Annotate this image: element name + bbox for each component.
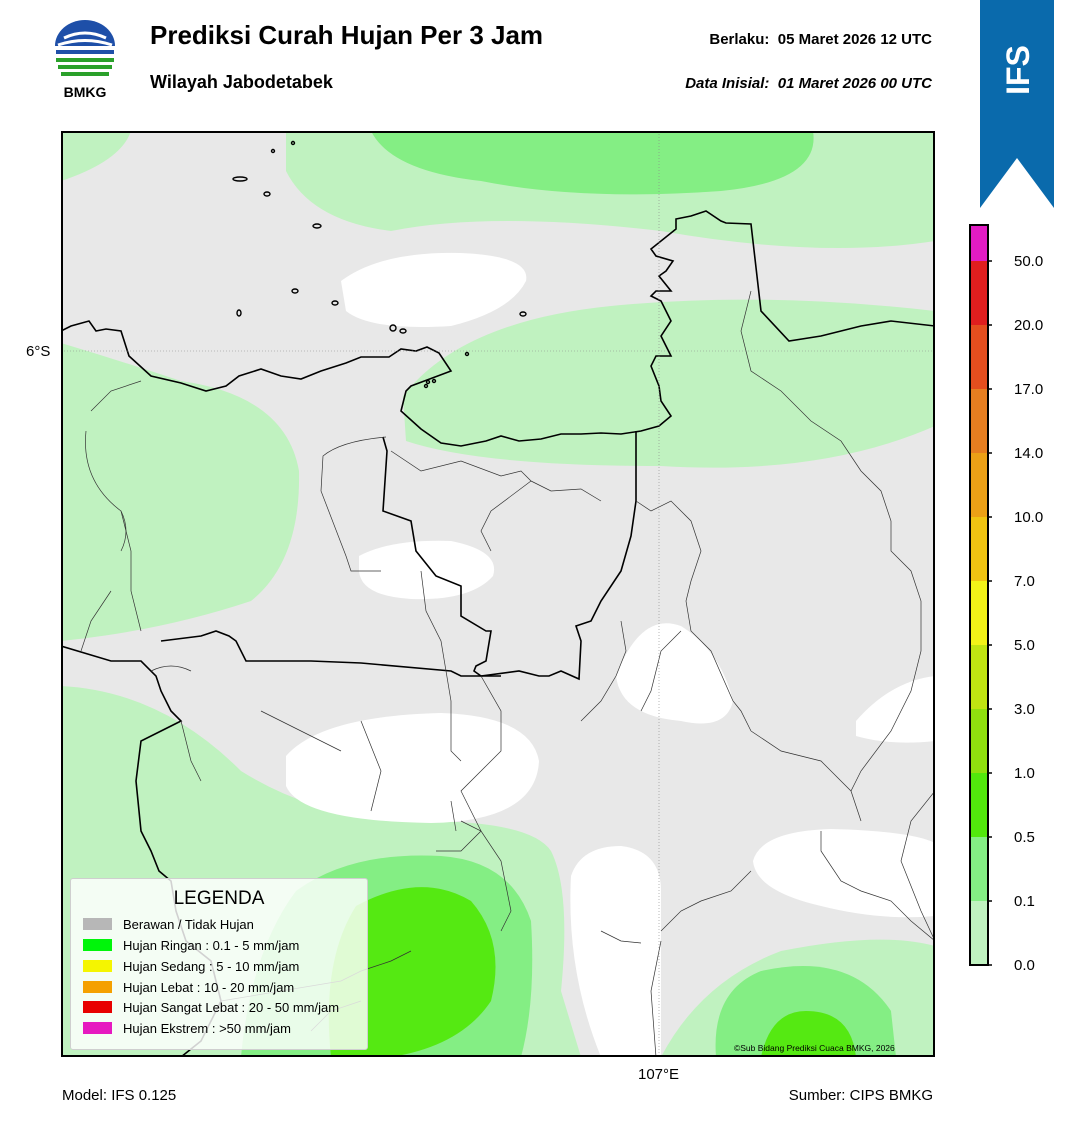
bmkg-logo: BMKG (52, 20, 118, 102)
legend-swatch-light-rain (83, 939, 112, 951)
colorbar-label: 50.0 (1014, 253, 1044, 270)
legend-label: Hujan Ekstrem : >50 mm/jam (123, 1020, 291, 1036)
colorbar-label: 7.0 (1014, 573, 1035, 590)
valid-value: 05 Maret 2026 12 UTC (777, 31, 932, 48)
legend-label: Hujan Sangat Lebat : 20 - 50 mm/jam (123, 999, 340, 1015)
legend-item: Hujan Sedang : 5 - 10 mm/jam (83, 956, 299, 976)
longitude-tick-label: 107°E (638, 1066, 680, 1083)
page-title: Prediksi Curah Hujan Per 3 Jam (150, 20, 544, 50)
copyright-text: ©Sub Bidang Prediksi Cuaca BMKG, 2026 (734, 1043, 895, 1053)
page-subtitle: Wilayah Jabodetabek (150, 72, 333, 92)
colorbar-label: 14.0 (1014, 445, 1044, 462)
colorbar-scale (969, 224, 994, 966)
valid-time: Berlaku: 05 Maret 2026 12 UTC (709, 31, 932, 48)
colorbar-label: 17.0 (1014, 381, 1044, 398)
legend-swatch-very-heavy-rain (83, 1001, 112, 1013)
init-value: 01 Maret 2026 00 UTC (777, 75, 932, 92)
legend-swatch-moderate-rain (83, 960, 112, 972)
legend-swatch-heavy-rain (83, 981, 112, 993)
logo-text: BMKG (63, 84, 107, 100)
legend-item: Hujan Ekstrem : >50 mm/jam (83, 1018, 291, 1038)
colorbar-label: 1.0 (1014, 765, 1035, 782)
district-borders (80, 290, 935, 1057)
source-info: Sumber: CIPS BMKG (788, 1087, 933, 1104)
colorbar-label: 0.5 (1014, 829, 1035, 846)
colorbar-label: 0.0 (1014, 957, 1035, 974)
latitude-tick-label: 6°S (26, 343, 51, 360)
colorbar (968, 223, 994, 967)
legend-label: Hujan Sedang : 5 - 10 mm/jam (123, 958, 300, 974)
graticule (61, 131, 935, 1057)
legend-swatch-extreme-rain (83, 1022, 112, 1034)
legend-label: Hujan Lebat : 10 - 20 mm/jam (123, 979, 295, 995)
colorbar-label: 0.1 (1014, 893, 1035, 910)
model-badge-shape (980, 0, 1054, 208)
model-badge: IFS (980, 0, 1054, 208)
model-badge-text: IFS (1000, 45, 1036, 95)
valid-label: Berlaku: (709, 31, 770, 48)
map-border (61, 131, 935, 1057)
init-label: Data Inisial: (685, 75, 770, 92)
legend-item: Berawan / Tidak Hujan (83, 914, 254, 934)
rain-1-3-zones (328, 887, 856, 1057)
legend: LEGENDA Berawan / Tidak Hujan Hujan Ring… (70, 878, 368, 1050)
legend-label: Berawan / Tidak Hujan (123, 916, 254, 932)
legend-item: Hujan Ringan : 0.1 - 5 mm/jam (83, 935, 299, 955)
islands (232, 140, 527, 389)
colorbar-label: 20.0 (1014, 317, 1044, 334)
colorbar-label: 10.0 (1014, 509, 1044, 526)
init-time: Data Inisial: 01 Maret 2026 00 UTC (685, 75, 932, 92)
legend-title: LEGENDA (173, 888, 265, 909)
legend-label: Hujan Ringan : 0.1 - 5 mm/jam (123, 937, 300, 953)
bmkg-logo-emblem (55, 20, 115, 76)
colorbar-label: 3.0 (1014, 701, 1035, 718)
model-info: Model: IFS 0.125 (62, 1087, 177, 1104)
legend-item: Hujan Sangat Lebat : 20 - 50 mm/jam (83, 997, 339, 1017)
legend-swatch-cloudy (83, 918, 112, 930)
clear-sky-zones (286, 252, 935, 1057)
legend-item: Hujan Lebat : 10 - 20 mm/jam (83, 977, 294, 997)
colorbar-label: 5.0 (1014, 637, 1035, 654)
